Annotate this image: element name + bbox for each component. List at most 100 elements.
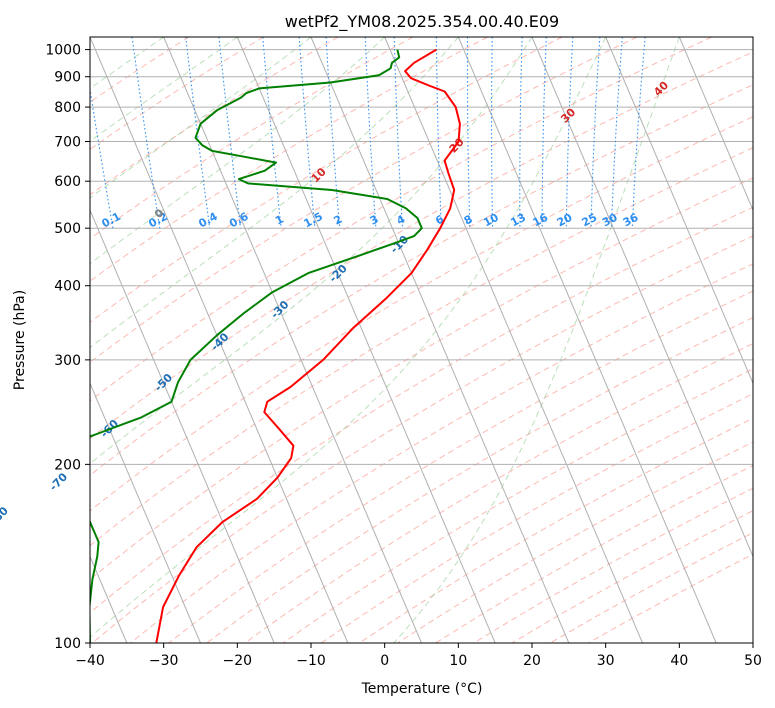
isotherm-line bbox=[90, 37, 349, 643]
isotherm-line bbox=[752, 37, 753, 39]
moist-adiabat-line bbox=[90, 37, 164, 90]
dry-adiabat-line bbox=[206, 317, 753, 643]
moist-adiabat-line bbox=[90, 37, 459, 349]
y-axis-ticks: 100 200 300 400 500 600 700 800 900 1000 bbox=[45, 43, 90, 652]
x-axis-label: Temperature (°C) bbox=[361, 681, 483, 697]
dry-adiabat-line bbox=[244, 343, 753, 643]
moist-adiabat-label: 10 bbox=[309, 165, 329, 185]
mixing-ratio-label: 2 bbox=[332, 213, 345, 228]
mixing-ratio-line bbox=[364, 37, 377, 229]
mixing-ratio-line bbox=[325, 37, 341, 229]
moist-adiabat-line bbox=[90, 37, 312, 199]
dry-adiabat-line bbox=[282, 368, 753, 643]
isotherm-label: -70 bbox=[47, 470, 70, 493]
dry-adiabat-line bbox=[90, 37, 190, 103]
mixing-ratio-line bbox=[218, 37, 242, 229]
x-tick-label: 30 bbox=[597, 653, 615, 669]
dry-adiabat-line bbox=[90, 177, 753, 581]
isotherm-line bbox=[531, 37, 753, 558]
y-tick-label: 1000 bbox=[45, 43, 81, 59]
dry-adiabat-line bbox=[90, 37, 339, 196]
dry-adiabat-line bbox=[435, 464, 753, 643]
y-tick-label: 700 bbox=[54, 134, 81, 150]
dry-adiabat-line bbox=[90, 51, 753, 440]
dry-adiabat-line bbox=[90, 37, 638, 363]
isotherm-line bbox=[236, 37, 496, 643]
mixing-ratio-line bbox=[490, 37, 494, 229]
mixing-ratio-label: 13 bbox=[508, 211, 528, 230]
y-tick-label: 800 bbox=[54, 100, 81, 116]
mixing-ratio-line bbox=[435, 37, 442, 229]
x-tick-label: 40 bbox=[670, 653, 688, 669]
mixing-ratio-label: 16 bbox=[531, 211, 551, 230]
chart-title: wetPf2_YM08.2025.354.00.40.E09 bbox=[285, 12, 559, 32]
moist-adiabat-line bbox=[90, 37, 607, 638]
y-tick-label: 400 bbox=[54, 279, 81, 295]
mixing-ratio-line bbox=[590, 37, 601, 229]
mixing-ratio-line bbox=[131, 37, 161, 229]
plot-frame bbox=[89, 36, 754, 644]
x-tick-label: 20 bbox=[523, 653, 541, 669]
y-tick-label: 600 bbox=[54, 174, 81, 190]
isotherm-label: -80 bbox=[0, 504, 11, 527]
mixing-ratio-label: 10 bbox=[481, 211, 501, 230]
y-tick-label: 100 bbox=[54, 636, 81, 652]
temperature-profile-line bbox=[155, 48, 461, 643]
isotherm-line bbox=[457, 37, 717, 643]
x-tick-label: −30 bbox=[149, 653, 179, 669]
moist-adiabat-label: 40 bbox=[651, 79, 671, 99]
dewpoint-profile-line bbox=[90, 49, 423, 643]
isotherm-label: -30 bbox=[268, 298, 291, 321]
moist-adiabat-line bbox=[90, 37, 386, 265]
dry-adiabat-line bbox=[549, 532, 753, 643]
dry-adiabat-line bbox=[90, 37, 563, 323]
x-tick-label: 10 bbox=[449, 653, 467, 669]
isotherm-line bbox=[90, 208, 275, 643]
x-tick-label: 50 bbox=[744, 653, 762, 669]
y-tick-label: 200 bbox=[54, 457, 81, 473]
isotherm-label: -50 bbox=[152, 371, 175, 394]
mixing-ratio-labels: 0.1 0.2 0.4 0.6 1 1.5 2 3 4 6 8 10 13 16 20 25 30 36 bbox=[100, 210, 641, 231]
dry-adiabat-line bbox=[359, 417, 753, 643]
mixing-ratio-line bbox=[565, 37, 574, 229]
mixing-ratio-label: 0.4 bbox=[196, 210, 220, 231]
background-lines bbox=[0, 37, 753, 643]
y-tick-label: 300 bbox=[54, 353, 81, 369]
tan-reference-curve bbox=[0, 37, 2, 643]
mixing-ratio-label: 1.5 bbox=[302, 210, 325, 231]
isotherm-line bbox=[310, 37, 570, 643]
mixing-ratio-line bbox=[298, 37, 316, 229]
dry-adiabat-line bbox=[90, 37, 488, 282]
dry-adiabat-line bbox=[90, 84, 753, 476]
x-tick-label: −10 bbox=[296, 653, 326, 669]
mixing-ratio-label: 36 bbox=[621, 211, 641, 230]
mixing-ratio-label: 3 bbox=[368, 213, 381, 228]
y-axis-label: Pressure (hPa) bbox=[12, 290, 28, 390]
dry-adiabat-line bbox=[168, 290, 753, 643]
mixing-ratio-label: 30 bbox=[600, 211, 620, 230]
dry-adiabat-line bbox=[588, 553, 753, 643]
mixing-ratio-label: 4 bbox=[394, 212, 407, 227]
mixing-ratio-line bbox=[185, 37, 211, 229]
dry-adiabat-line bbox=[90, 147, 753, 547]
moist-adiabat-line bbox=[90, 37, 533, 465]
x-tick-label: −20 bbox=[223, 653, 253, 669]
mixing-ratio-label: 0.6 bbox=[227, 210, 251, 231]
dry-adiabat-line bbox=[130, 263, 753, 643]
mixing-ratio-line bbox=[610, 37, 623, 229]
isotherm-line bbox=[163, 37, 422, 643]
isotherm-line bbox=[678, 37, 753, 212]
mixing-ratio-label: 1 bbox=[273, 213, 286, 228]
mixing-ratio-line bbox=[631, 37, 646, 229]
isotherm-line bbox=[605, 37, 753, 385]
moist-adiabat-line bbox=[90, 37, 238, 142]
x-axis-ticks: −40 −30 −20 −10 0 10 20 30 40 50 bbox=[75, 643, 762, 669]
moist-adiabat-line bbox=[393, 37, 680, 643]
x-tick-label: −40 bbox=[75, 653, 105, 669]
x-tick-label: 0 bbox=[380, 653, 389, 669]
isotherm-line bbox=[90, 382, 201, 643]
isotherm-line bbox=[384, 37, 643, 643]
moist-adiabat-label: 30 bbox=[558, 105, 578, 125]
mixing-ratio-label: 0.1 bbox=[100, 210, 123, 231]
sounding-profiles bbox=[90, 48, 461, 643]
